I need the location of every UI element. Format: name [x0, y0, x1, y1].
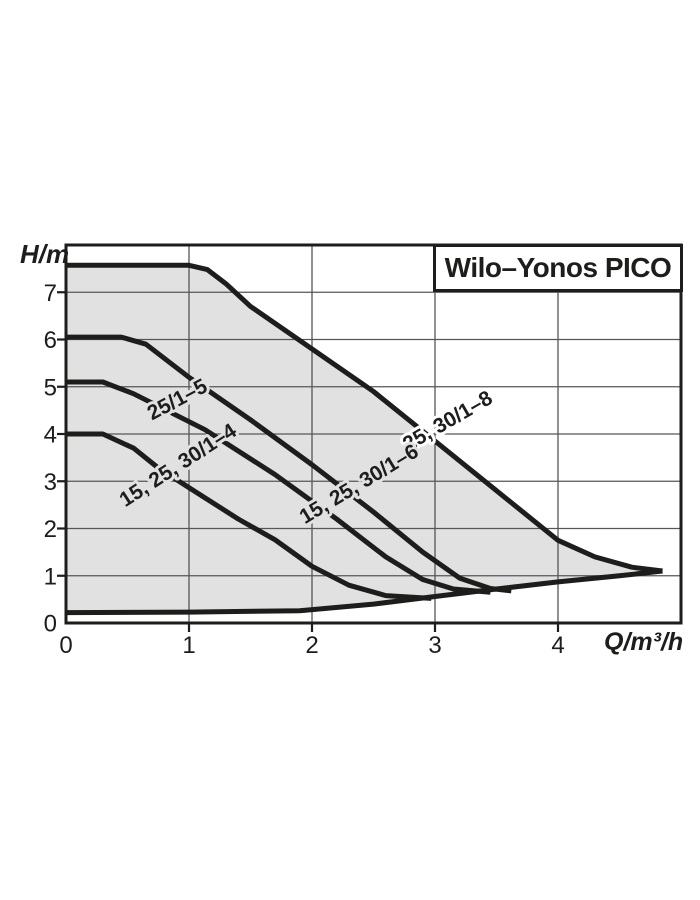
y-tick-label-6: 6 — [44, 327, 57, 354]
x-axis-label: Q/m³/h — [604, 628, 684, 656]
y-tick-label-5: 5 — [44, 374, 57, 401]
y-tick-label-3: 3 — [44, 469, 57, 496]
curve-25-1-5 — [66, 379, 491, 595]
chart-title: Wilo–Yonos PICO — [444, 252, 672, 283]
y-tick-label-4: 4 — [44, 422, 57, 449]
x-tick-label-1: 1 — [182, 632, 195, 659]
y-tick-label-7: 7 — [44, 280, 57, 307]
y-tick-label-2: 2 — [44, 516, 57, 543]
curve-25-30-1-8 — [66, 262, 663, 574]
curve-15-25-30-1-6 — [66, 334, 512, 594]
y-axis-label: H/m — [20, 239, 70, 269]
curve-min-speed — [65, 568, 663, 616]
y-tick-label-1: 1 — [44, 563, 57, 590]
curve-15-25-30-1-4 — [66, 431, 432, 601]
x-tick-label-0: 0 — [59, 632, 72, 659]
x-tick-label-3: 3 — [428, 632, 441, 659]
x-tick-label-2: 2 — [305, 632, 318, 659]
plot-frame — [64, 243, 683, 625]
operating-envelope — [66, 265, 663, 613]
y-tick-label-0: 0 — [44, 611, 57, 638]
chart-title-box: Wilo–Yonos PICO — [433, 244, 683, 292]
x-tick-label-4: 4 — [551, 632, 564, 659]
